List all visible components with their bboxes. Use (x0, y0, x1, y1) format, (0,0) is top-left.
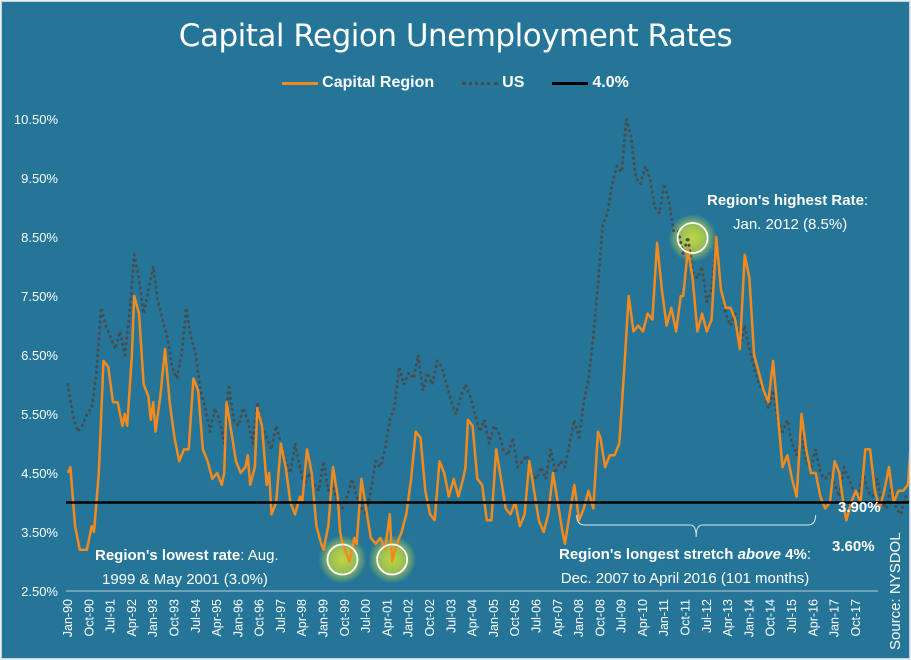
highlight-circles (326, 222, 709, 576)
legend-label-us: US (502, 74, 525, 91)
annotation-lowest-line1: Region's lowest rate: Aug. (95, 547, 279, 564)
x-tick-label: Jul-00 (359, 599, 373, 633)
x-tick-label: Apr-13 (721, 599, 735, 637)
x-tick-label: Apr-98 (295, 599, 309, 637)
x-tick-label: Jan-08 (572, 599, 586, 637)
annotation-highest-line1: Region's highest Rate: (707, 192, 868, 209)
series-us-line (66, 118, 909, 518)
x-tick-label: Jul-91 (104, 599, 118, 633)
highlight-glow (668, 214, 717, 262)
y-tick-label: 6.50% (21, 348, 58, 363)
y-tick-label: 3.50% (21, 525, 58, 540)
annotation-stretch-line1: Region's longest stretch above 4%: (559, 546, 811, 563)
chart-title: Capital Region Unemployment Rates (178, 18, 733, 54)
x-tick-label: Oct-17 (849, 599, 863, 637)
annotation-lowest-bold: Region's lowest rate (95, 547, 240, 564)
legend-swatch-us (462, 81, 499, 85)
x-tick-label: Jul-03 (444, 599, 458, 633)
x-tick-label: Apr-10 (636, 599, 650, 637)
x-tick-label: Jul-97 (274, 599, 288, 633)
x-tick-label: Apr-16 (806, 599, 820, 637)
x-tick-label: Apr-92 (125, 599, 139, 637)
highlight-circle (326, 543, 359, 576)
legend-swatch-capital-region (282, 81, 319, 85)
x-tick-label: Apr-01 (380, 599, 394, 637)
y-tick-label: 8.50% (21, 230, 58, 245)
x-tick-label: Oct-96 (253, 599, 267, 637)
x-tick-label: Jan-99 (317, 599, 331, 637)
x-tick-label: Jan-05 (487, 599, 501, 637)
x-tick-label: Jan-02 (402, 599, 416, 637)
y-tick-label: 2.50% (21, 584, 58, 599)
x-tick-label: Oct-14 (764, 599, 778, 637)
legend-label-threshold: 4.0% (592, 74, 629, 91)
legend-item-threshold: 4.0% (552, 74, 629, 92)
annotation-lowest-line2: 1999 & May 2001 (3.0%) (102, 571, 268, 588)
x-tick-label: Jul-12 (700, 599, 714, 633)
x-tick-label: Apr-04 (466, 599, 480, 637)
annotation-lowest-rest: : Aug. (240, 547, 278, 564)
annotation-stretch-line2: Dec. 2007 to April 2016 (101 months) (561, 570, 809, 587)
annotation-stretch-bold: Region's longest stretch (559, 546, 738, 563)
highlight-circle (376, 543, 409, 576)
x-tick-label: Oct-11 (679, 599, 693, 636)
annotation-stretch-italic: above (738, 546, 781, 563)
y-tick-label: 5.50% (21, 407, 58, 422)
source-note: Source: NYSDOL (887, 532, 904, 650)
highlight-glow (318, 535, 367, 584)
x-tick-label: Oct-08 (593, 599, 607, 637)
legend-label-capital-region: Capital Region (322, 74, 435, 91)
x-tick-label: Jan-14 (742, 599, 756, 637)
x-tick-label: Jan-17 (828, 599, 842, 637)
annotation-stretch-rest: : (807, 546, 811, 563)
y-axis: 10.50% 9.50% 8.50% 7.50% 6.50% 5.50% 4.50% 3.50… (14, 112, 59, 599)
stretch-brace (576, 514, 817, 538)
y-tick-label: 10.50% (14, 112, 59, 127)
x-tick-label: Jan-11 (657, 599, 671, 636)
highlight-circle (676, 222, 709, 254)
x-tick-label: Jan-93 (146, 599, 160, 637)
x-tick-label: Jul-09 (615, 599, 629, 633)
annotation-stretch-bold-after: 4% (781, 546, 807, 563)
x-axis: Jan-90 Oct-90 Jul-91 Apr-92 Jan-93 Oct-93 Jul-… (61, 599, 863, 637)
x-tick-label: Jul-06 (529, 599, 543, 633)
x-tick-label: Oct-93 (167, 599, 181, 637)
x-tick-label: Oct-05 (508, 599, 522, 637)
highlight-glows (318, 214, 717, 584)
y-tick-label: 4.50% (21, 466, 58, 481)
annotation-highest-rest: : (864, 192, 868, 209)
x-tick-label: Oct-02 (423, 599, 437, 637)
x-tick-label: Jan-96 (231, 599, 245, 637)
x-tick-label: Oct-99 (338, 599, 352, 637)
capital-region-end-label: 3.60% (832, 538, 875, 555)
legend-item-us: US (462, 74, 524, 92)
x-tick-label: Jul-94 (189, 599, 203, 633)
x-tick-label: Oct-90 (82, 599, 96, 637)
x-tick-label: Apr-95 (210, 599, 224, 637)
legend-swatch-threshold (552, 81, 589, 85)
x-tick-label: Jan-90 (61, 599, 75, 637)
chart-legend: Capital Region US 4.0% (2, 74, 909, 92)
x-tick-label: Jul-15 (785, 599, 799, 633)
x-tick-label: Apr-07 (551, 599, 565, 637)
y-tick-label: 9.50% (21, 171, 58, 186)
us-end-label: 3.90% (838, 499, 881, 516)
y-tick-label: 7.50% (21, 289, 58, 304)
annotation-highest-bold: Region's highest Rate (707, 192, 864, 209)
legend-item-capital-region: Capital Region (282, 74, 434, 92)
annotation-highest-line2: Jan. 2012 (8.5%) (733, 216, 847, 233)
series-capital-region-line (66, 235, 909, 563)
